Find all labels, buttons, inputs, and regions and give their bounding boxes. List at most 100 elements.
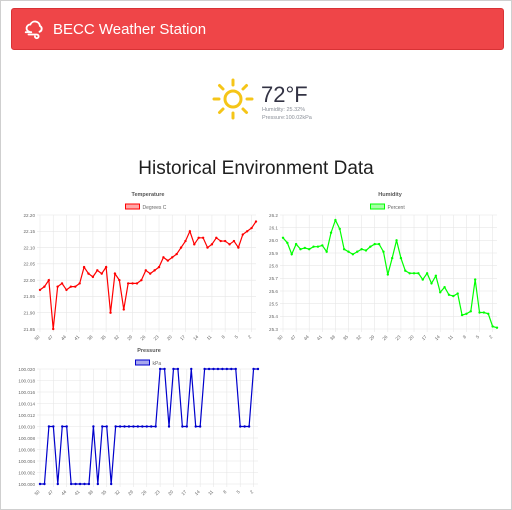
y-tick-label: 100.002 bbox=[18, 470, 35, 475]
x-tick-label: 2 bbox=[488, 334, 494, 340]
temperature-data-point bbox=[179, 246, 183, 249]
temperature-data-point bbox=[56, 285, 59, 288]
humidity-data-point bbox=[329, 231, 333, 234]
pressure-data-point bbox=[87, 482, 91, 486]
x-tick-label: 23 bbox=[394, 334, 401, 341]
current-pressure: Pressure:100.02kPa bbox=[262, 114, 312, 121]
temperature-data-point bbox=[153, 269, 156, 272]
x-tick-label: 14 bbox=[434, 334, 441, 341]
x-tick-label: 35 bbox=[100, 334, 107, 341]
temperature-data-point bbox=[104, 265, 108, 269]
temperature-data-point bbox=[157, 265, 161, 269]
pressure-data-point bbox=[141, 425, 144, 428]
temperature-data-point bbox=[122, 308, 125, 311]
x-tick-label: 2 bbox=[249, 489, 255, 495]
x-tick-label: 44 bbox=[60, 334, 67, 341]
humidity-data-point bbox=[495, 326, 499, 329]
humidity-data-point bbox=[452, 294, 455, 298]
x-tick-label: 29 bbox=[126, 334, 133, 341]
x-tick-label: 8 bbox=[221, 334, 227, 340]
pressure-data-point bbox=[92, 425, 95, 428]
temperature-data-point bbox=[140, 278, 143, 282]
pressure-data-point bbox=[181, 425, 184, 428]
humidity-data-point bbox=[342, 248, 346, 251]
temperature-data-point bbox=[250, 226, 253, 230]
pressure-data-point bbox=[83, 482, 86, 486]
temperature-data-point bbox=[82, 265, 86, 269]
x-tick-label: 23 bbox=[153, 334, 160, 341]
pressure-data-point bbox=[118, 425, 122, 428]
x-tick-label: 41 bbox=[74, 489, 81, 496]
y-tick-label: 21.85 bbox=[24, 327, 36, 332]
humidity-data-point bbox=[482, 311, 486, 314]
pressure-data-point bbox=[212, 367, 215, 371]
humidity-data-point bbox=[408, 272, 411, 275]
humidity-data-point bbox=[425, 272, 429, 275]
pressure-data-point bbox=[38, 482, 42, 486]
pressure-data-point bbox=[150, 425, 153, 428]
x-tick-label: 41 bbox=[316, 334, 323, 341]
humidity-data-point bbox=[443, 286, 446, 289]
temperature-data-point bbox=[109, 311, 112, 314]
current-humidity: Humidity: 25.32% bbox=[262, 107, 306, 113]
pressure-data-point bbox=[198, 425, 202, 428]
humidity-data-point bbox=[386, 273, 390, 276]
pressure-data-point bbox=[123, 425, 126, 428]
temperature-legend-swatch bbox=[125, 203, 140, 210]
humidity-data-point bbox=[469, 310, 472, 313]
y-tick-label: 100.018 bbox=[18, 378, 35, 383]
y-tick-label: 25.4 bbox=[269, 314, 278, 319]
humidity-data-point bbox=[434, 274, 438, 277]
pressure-data-point bbox=[190, 367, 193, 371]
humidity-data-point bbox=[316, 245, 320, 248]
pressure-data-point bbox=[52, 425, 55, 428]
x-tick-label: 32 bbox=[113, 334, 120, 341]
temperature-data-point bbox=[237, 246, 240, 249]
pressure-data-point bbox=[239, 425, 242, 428]
temperature-data-point bbox=[74, 285, 77, 288]
y-tick-label: 22.10 bbox=[24, 245, 36, 250]
x-tick-label: 17 bbox=[179, 334, 186, 341]
humidity-legend-swatch bbox=[370, 203, 385, 210]
pressure-data-point bbox=[176, 367, 180, 371]
y-tick-label: 100.012 bbox=[18, 413, 35, 418]
y-tick-label: 22.20 bbox=[24, 213, 36, 218]
temperature-data-point bbox=[206, 246, 209, 249]
y-tick-label: 26.2 bbox=[269, 213, 278, 218]
pressure-data-point bbox=[230, 367, 233, 371]
humidity-data-point bbox=[456, 292, 459, 295]
x-tick-label: 11 bbox=[447, 334, 454, 341]
temperature-data-point bbox=[60, 282, 64, 285]
temperature-data-point bbox=[47, 278, 51, 282]
x-tick-label: 50 bbox=[34, 489, 41, 496]
temperature-data-point bbox=[52, 327, 55, 331]
temperature-data-point bbox=[232, 239, 236, 243]
humidity-data-point bbox=[364, 249, 368, 252]
x-tick-label: 8 bbox=[462, 334, 468, 340]
pressure-data-point bbox=[127, 425, 131, 428]
pressure-data-point bbox=[216, 367, 220, 371]
pressure-data-point bbox=[225, 367, 229, 371]
x-tick-label: 17 bbox=[180, 489, 187, 496]
temperature-data-point bbox=[149, 272, 152, 275]
pressure-data-point bbox=[132, 425, 135, 428]
humidity-chart-title: Humidity bbox=[378, 192, 402, 198]
temperature-data-point bbox=[43, 285, 46, 288]
y-tick-label: 25.5 bbox=[269, 301, 278, 306]
humidity-data-point bbox=[286, 241, 289, 245]
humidity-data-point bbox=[465, 312, 468, 315]
navbar: BECC Weather Station bbox=[11, 8, 504, 50]
y-tick-label: 22.15 bbox=[24, 229, 36, 234]
pressure-data-point bbox=[207, 367, 211, 371]
x-tick-label: 20 bbox=[166, 334, 173, 341]
pressure-legend-label: kPa bbox=[153, 361, 162, 367]
humidity-data-point bbox=[321, 244, 324, 247]
x-tick-label: 29 bbox=[127, 489, 134, 496]
app-title: BECC Weather Station bbox=[53, 20, 207, 38]
x-tick-label: 26 bbox=[140, 489, 147, 496]
temperature-data-point bbox=[241, 233, 244, 236]
y-tick-label: 100.006 bbox=[18, 447, 35, 452]
humidity-data-point bbox=[308, 248, 311, 251]
humidity-data-point bbox=[460, 313, 464, 317]
temperature-data-point bbox=[210, 243, 214, 246]
